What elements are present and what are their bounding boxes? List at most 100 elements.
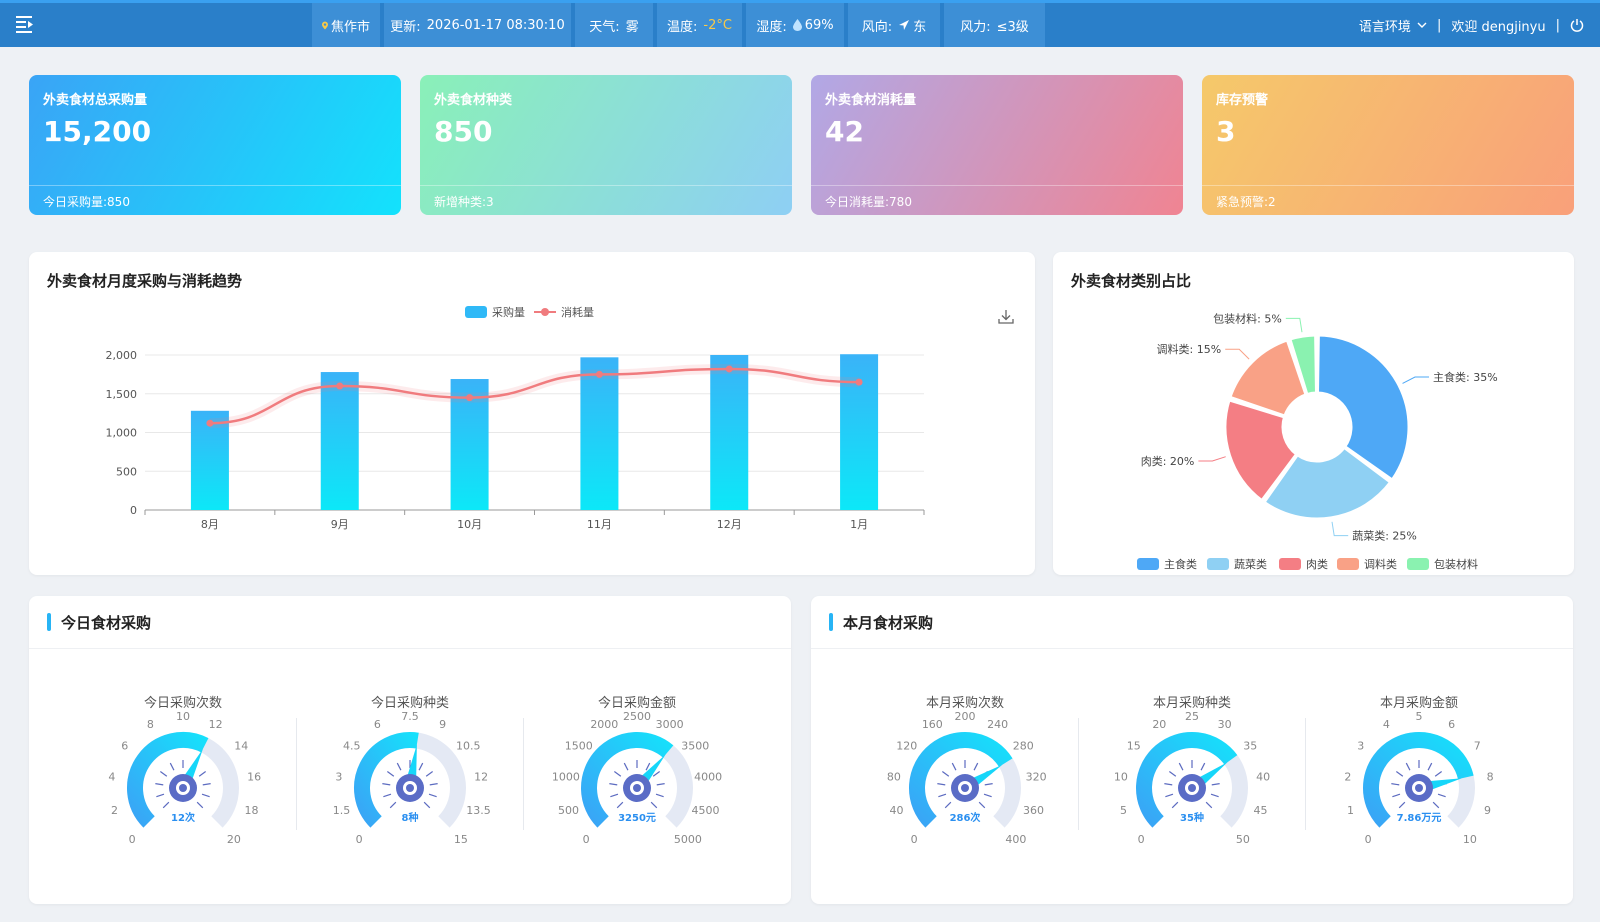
- gauge-minor-tick: [1392, 793, 1401, 798]
- gauge-tick-label: 40: [1256, 771, 1270, 784]
- gauge-minor-tick: [1165, 793, 1174, 798]
- gauge-progress: [909, 732, 1013, 828]
- gauge-tick-label: 280: [1013, 740, 1034, 753]
- location-segment: 焦作市: [312, 3, 380, 47]
- legend-swatch: [1207, 558, 1229, 570]
- pie-label: 包装材料: 5%: [1213, 311, 1282, 325]
- gauge-tick-label: 10: [176, 710, 190, 723]
- gauge-tick-label: 25: [1185, 710, 1199, 723]
- line-point: [725, 365, 733, 373]
- gauge-minor-tick: [383, 793, 392, 798]
- gauge-progress: [1136, 732, 1238, 828]
- section-divider: [29, 648, 791, 649]
- stat-footer: 新增种类:3: [420, 185, 792, 215]
- welcome-user[interactable]: 欢迎 dengjinyu: [1451, 19, 1546, 35]
- gauge-minor-tick: [425, 771, 434, 777]
- gauge-tick-label: 200: [955, 710, 976, 723]
- gauge-minor-tick: [623, 762, 629, 771]
- gauge-progress: [354, 732, 419, 828]
- gauge-minor-tick: [169, 762, 175, 771]
- language-switch[interactable]: 语言环境: [1358, 19, 1411, 35]
- gauge-minor-tick: [656, 783, 665, 786]
- gauge-minor-tick: [418, 762, 424, 771]
- gauge-month-types: 本月采购种类 0 5 10 15 20 25 30 35 40 45 50 35种: [1092, 692, 1292, 892]
- gauge-tick-label: 40: [890, 804, 904, 817]
- gauge-minor-tick: [650, 801, 658, 809]
- gauge-tick-label: 1: [1347, 804, 1354, 817]
- gauge-tick-label: 10.5: [456, 740, 481, 753]
- gauge-tick-label: 7: [1474, 740, 1481, 753]
- legend-label: 调料类: [1364, 557, 1397, 571]
- gauge-tick-label: 20: [1152, 718, 1166, 731]
- gauge-minor-tick: [937, 783, 946, 786]
- gauge-minor-tick: [978, 801, 986, 809]
- menu-toggle-icon[interactable]: [14, 13, 36, 35]
- gauge-progress: [1363, 732, 1474, 828]
- header-separator: |: [1555, 17, 1560, 33]
- user-area: 语言环境 | 欢迎 dengjinyu |: [1359, 3, 1584, 47]
- gauge-tick-label: 12: [474, 771, 488, 784]
- pie-slice: [1223, 398, 1299, 503]
- gauge-minor-tick: [973, 762, 979, 771]
- gauge-minor-tick: [396, 762, 402, 771]
- chevron-down-icon[interactable]: [1417, 22, 1427, 29]
- stat-title: 外卖食材种类: [434, 93, 513, 108]
- gauge-minor-tick: [1398, 801, 1406, 809]
- gauge-tick-label: 7.5: [401, 710, 419, 723]
- gauge-divider: [1305, 718, 1306, 830]
- weather-value: 雾: [625, 19, 639, 35]
- pie-label-line: [1198, 456, 1226, 462]
- gauge-divider: [523, 718, 524, 830]
- gauge-tick-label: 1500: [565, 740, 593, 753]
- gauge-tick-label: 500: [558, 804, 579, 817]
- gauge-title: 今日采购金额: [597, 696, 676, 711]
- gauge-minor-tick: [1395, 771, 1404, 777]
- category-chart-title: 外卖食材类别占比: [1071, 272, 1192, 290]
- gauge-tick-label: 360: [1023, 804, 1044, 817]
- legend-swatch: [1407, 558, 1429, 570]
- line-point: [206, 419, 214, 427]
- gauge-minor-tick: [1210, 793, 1219, 798]
- gauge-tick-label: 3500: [681, 740, 709, 753]
- temperature-segment: 温度: -2°C: [657, 3, 742, 47]
- gauge-minor-tick: [1168, 771, 1177, 777]
- stat-footer: 今日消耗量:780: [811, 185, 1183, 215]
- gauge-tick-label: 2: [111, 804, 118, 817]
- wind-power-segment: 风力: ≤3级: [944, 3, 1045, 47]
- gauge-minor-tick: [1432, 801, 1440, 809]
- gauge-minor-tick: [382, 783, 391, 786]
- gauge-value-label: 286次: [950, 811, 981, 824]
- legend-label: 主食类: [1164, 557, 1197, 571]
- category-chart-panel: 外卖食材类别占比 主食类: 35% 蔬菜类: 25% 肉类: 20% 调料类: 15%…: [1053, 252, 1574, 575]
- legend-label-bar: 采购量: [492, 305, 525, 319]
- pie-label-line: [1331, 521, 1349, 537]
- gauge-tick-label: 2500: [623, 710, 651, 723]
- power-icon[interactable]: [1570, 18, 1584, 32]
- gauge-tick-label: 9: [1484, 804, 1491, 817]
- pie-label-line: [1225, 348, 1250, 360]
- gauge-tick-label: 0: [356, 833, 363, 846]
- gauge-divider: [296, 718, 297, 830]
- download-icon[interactable]: [997, 308, 1015, 326]
- stat-footer: 今日采购量:850: [29, 185, 401, 215]
- gauge-title: 本月采购次数: [925, 696, 1004, 711]
- gauge-tick-label: 4: [1383, 718, 1390, 731]
- gauge-tick-label: 13.5: [466, 804, 491, 817]
- gauge-tick-label: 50: [1236, 833, 1250, 846]
- stat-value: 42: [825, 115, 864, 148]
- wind-power-value: ≤3级: [996, 19, 1029, 35]
- gauge-tick-label: 6: [121, 740, 128, 753]
- gauge-month-count: 本月采购次数 0 40 80 120 160 200 240 280 320 360 400 286次: [865, 692, 1065, 892]
- gauge-minor-tick: [983, 793, 992, 798]
- pie-slice: [1262, 445, 1393, 521]
- line-point: [336, 382, 344, 390]
- humidity-label: 湿度:: [756, 19, 787, 35]
- gauge-minor-tick: [201, 793, 210, 798]
- gauge-minor-tick: [1178, 762, 1184, 771]
- line-point: [595, 370, 603, 378]
- pie-label-line: [1285, 317, 1303, 333]
- gauge-minor-tick: [1171, 801, 1179, 809]
- temperature-label: 温度:: [667, 19, 698, 35]
- gauge-hub-center: [961, 784, 969, 792]
- gauge-progress: [581, 732, 674, 828]
